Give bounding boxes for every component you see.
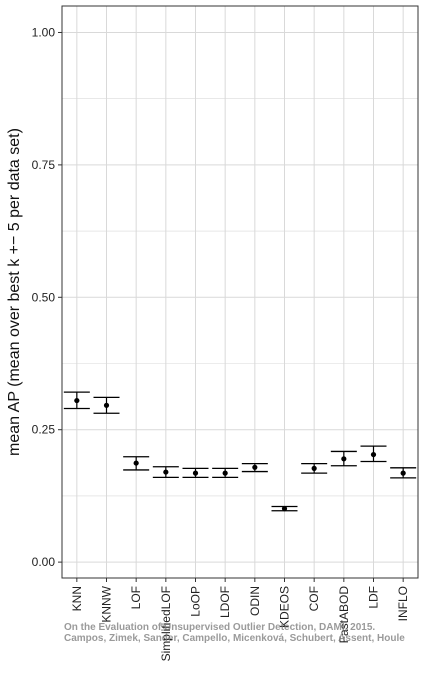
y-axis-title: mean AP (mean over best k +− 5 per data … <box>6 128 23 456</box>
x-tick-label: KNNW <box>100 585 114 622</box>
y-tick-label: 0.25 <box>32 423 56 437</box>
plot-background <box>62 6 418 578</box>
mean-point <box>103 402 110 408</box>
mean-point <box>281 506 288 512</box>
x-tick-label: LoOP <box>189 586 203 617</box>
x-tick-label: FastABOD <box>337 586 351 644</box>
mean-point <box>252 464 258 470</box>
x-tick-label: KNN <box>70 586 84 611</box>
mean-point <box>74 397 80 404</box>
x-tick-label: ODIN <box>248 586 262 616</box>
grid-lines <box>62 6 418 578</box>
x-tick-label: LOF <box>129 586 143 609</box>
mean-point <box>400 470 406 476</box>
x-tick-label: KDEOS <box>278 586 292 628</box>
mean-point <box>370 451 377 458</box>
watermark-line-1: On the Evaluation of Unsupervised Outlie… <box>64 622 376 633</box>
x-tick-label: LDF <box>367 586 381 609</box>
x-axis: KNN KNNW LOF SimplifiedLOF LoOP LDOF ODIN KDEOS… <box>70 578 410 661</box>
mean-point <box>192 470 199 476</box>
mean-point <box>341 456 347 462</box>
x-tick-label: COF <box>307 586 321 611</box>
x-tick-label: LDOF <box>218 586 232 618</box>
mean-point <box>311 465 317 471</box>
mean-point <box>163 469 169 475</box>
y-tick-label: 0.00 <box>32 555 56 569</box>
plot-frame <box>61 5 419 579</box>
data-marks <box>63 391 417 512</box>
y-tick-label: 1.00 <box>32 25 56 39</box>
y-tick-label: 0.75 <box>32 158 56 172</box>
y-axis: 0.00 0.25 0.50 0.75 1.00 <box>32 25 62 569</box>
mean-point <box>133 460 139 466</box>
x-tick-label: INFLO <box>396 586 410 621</box>
y-tick-label: 0.50 <box>32 290 56 304</box>
watermark-line-2: Campos, Zimek, Sander, Campello, Micenko… <box>64 633 405 644</box>
x-tick-label: SimplifiedLOF <box>159 586 173 661</box>
mean-point <box>222 470 228 476</box>
